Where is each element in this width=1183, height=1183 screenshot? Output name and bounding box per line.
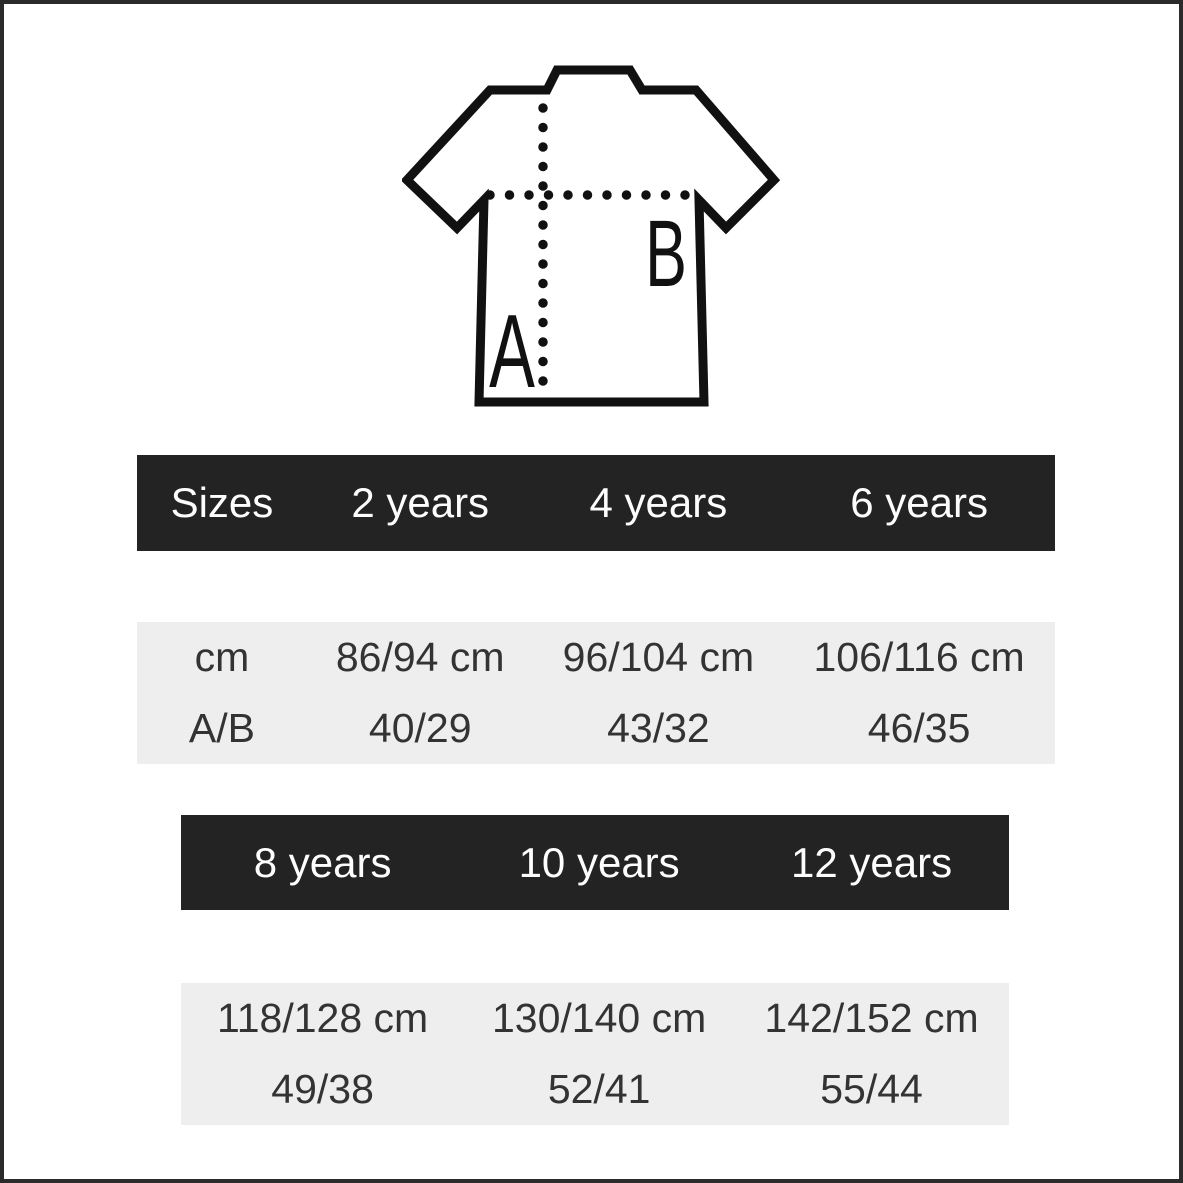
ab-value-6-years: 46/35 bbox=[867, 705, 971, 751]
header-6-years: 6 years bbox=[850, 479, 988, 526]
ab-value-2-years: 40/29 bbox=[368, 705, 472, 751]
cm-value-6-years: 106/116 cm bbox=[813, 634, 1025, 680]
table-row-ab-older: 49/38 52/41 55/44 bbox=[181, 1054, 1009, 1125]
ab-value-12-years: 55/44 bbox=[820, 1066, 923, 1112]
ab-value-8-years: 49/38 bbox=[271, 1066, 374, 1112]
header-2-years: 2 years bbox=[351, 479, 490, 526]
header-sizes-label: Sizes bbox=[170, 479, 274, 526]
measure-label-a: A bbox=[489, 293, 535, 410]
cm-value-2-years: 86/94 cm bbox=[335, 634, 505, 680]
header-8-years: 8 years bbox=[253, 838, 392, 886]
tshirt-outline-svg: A B bbox=[400, 65, 781, 410]
cm-value-4-years: 96/104 cm bbox=[562, 634, 755, 680]
size-table-young: cm 86/94 cm 96/104 cm 106/116 cm A/B 40/… bbox=[137, 622, 1055, 764]
ab-value-4-years: 43/32 bbox=[607, 705, 710, 751]
table-row-cm: cm 86/94 cm 96/104 cm 106/116 cm bbox=[137, 622, 1055, 693]
table-row-cm-older: 118/128 cm 130/140 cm 142/152 cm bbox=[181, 983, 1009, 1054]
size-header-row-older: 8 years 10 years 12 years bbox=[181, 815, 1009, 910]
tshirt-diagram: A B bbox=[400, 60, 786, 416]
header-12-years: 12 years bbox=[790, 838, 953, 886]
row-label-cm: cm bbox=[194, 634, 250, 680]
size-table-older: 118/128 cm 130/140 cm 142/152 cm 49/38 5… bbox=[181, 983, 1009, 1125]
cm-value-12-years: 142/152 cm bbox=[764, 995, 979, 1041]
cm-value-8-years: 118/128 cm bbox=[216, 995, 429, 1041]
header-10-years: 10 years bbox=[518, 838, 680, 886]
measure-label-b: B bbox=[645, 201, 687, 307]
row-label-ab: A/B bbox=[188, 705, 255, 751]
table-row-ab: A/B 40/29 43/32 46/35 bbox=[137, 693, 1055, 764]
cm-value-10-years: 130/140 cm bbox=[492, 995, 707, 1041]
tshirt-outline bbox=[400, 65, 781, 407]
header-4-years: 4 years bbox=[589, 479, 728, 526]
size-header-row-young: Sizes 2 years 4 years 6 years bbox=[137, 455, 1055, 551]
ab-value-10-years: 52/41 bbox=[547, 1066, 651, 1112]
